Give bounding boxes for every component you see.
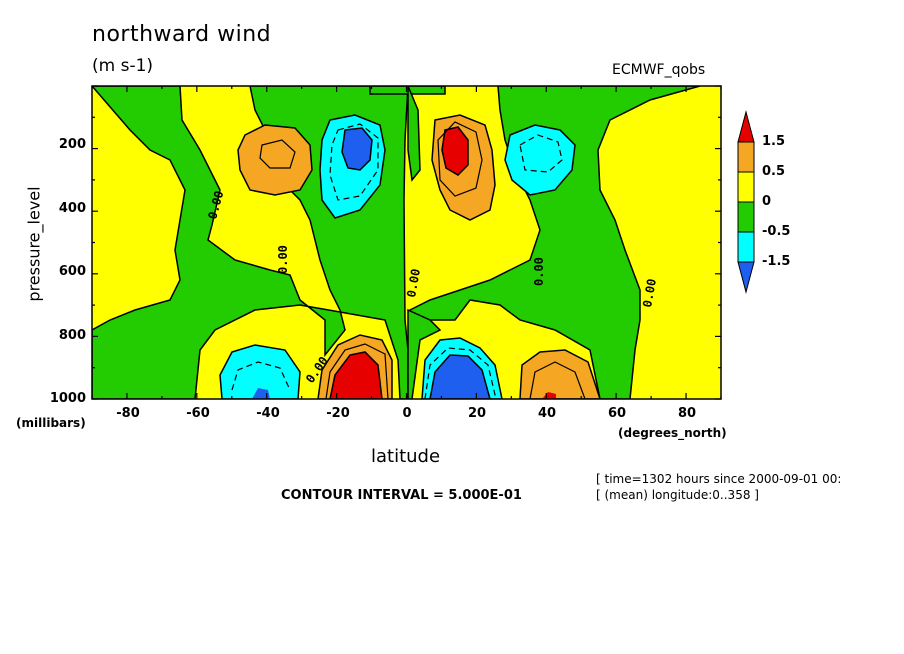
x-tick-label: 40 xyxy=(537,406,557,421)
contour-label: 0.00 xyxy=(404,268,423,299)
fill-region xyxy=(407,86,421,182)
x-tick-label: 20 xyxy=(467,406,487,421)
contour-label: 0.00 xyxy=(532,257,546,286)
x-axis-label: latitude xyxy=(371,446,441,467)
x-tick-label: 80 xyxy=(677,406,697,421)
fill-region xyxy=(542,392,556,399)
colorbar-swatch xyxy=(737,171,755,203)
contour-line xyxy=(519,134,563,173)
contour-line xyxy=(231,361,291,391)
x-tick-label: -60 xyxy=(186,406,210,421)
contour-interval: CONTOUR INTERVAL = 5.000E-01 xyxy=(281,488,522,503)
chart-units: (m s-1) xyxy=(92,56,154,76)
colorbar-label: 0 xyxy=(762,194,772,209)
x-tick-label: -80 xyxy=(116,406,140,421)
fill-region xyxy=(429,354,491,399)
y-tick-label: 800 xyxy=(58,328,86,343)
colorbar xyxy=(737,110,755,294)
y-tick-label: 600 xyxy=(58,264,86,279)
fill-region xyxy=(341,127,373,171)
colorbar-swatch xyxy=(737,201,755,233)
x-axis-units: (degrees_north) xyxy=(618,426,727,440)
colorbar-swatch xyxy=(737,261,755,294)
y-axis-units: (millibars) xyxy=(16,416,86,430)
colorbar-label: -0.5 xyxy=(762,224,791,239)
fill-region xyxy=(441,126,469,176)
contour-line xyxy=(329,123,379,201)
x-tick-label: -20 xyxy=(326,406,350,421)
contour-line xyxy=(437,121,483,197)
contour-line xyxy=(325,343,389,399)
axis-ticks xyxy=(91,85,722,400)
fill-region xyxy=(237,124,313,196)
fill-region xyxy=(252,388,270,399)
fill-region xyxy=(407,308,442,399)
colorbar-label: -1.5 xyxy=(762,254,791,269)
contour-line xyxy=(259,139,296,169)
contour-label: 0.00 xyxy=(640,278,659,309)
contour-line xyxy=(424,347,497,399)
x-tick-label: 0 xyxy=(402,406,412,421)
contour-label: 0.00 xyxy=(276,245,290,274)
fill-region xyxy=(409,86,701,399)
fill-region xyxy=(329,351,383,399)
x-tick-label: -40 xyxy=(256,406,280,421)
colorbar-swatch xyxy=(737,231,755,263)
y-tick-label: 200 xyxy=(58,137,86,152)
chart-title: northward wind xyxy=(92,22,272,47)
colorbar-swatch xyxy=(737,110,755,143)
colorbar-label: 1.5 xyxy=(762,134,786,149)
colorbar-swatch xyxy=(737,141,755,173)
time-info: [ time=1302 hours since 2000-09-01 00: xyxy=(596,472,842,486)
contour-fills xyxy=(92,86,721,399)
fill-region xyxy=(219,344,301,399)
dataset-label: ECMWF_qobs xyxy=(612,62,706,78)
x-tick-label: 60 xyxy=(607,406,627,421)
colorbar-label: 0.5 xyxy=(762,164,786,179)
contour-line xyxy=(529,361,586,399)
y-tick-label: 1000 xyxy=(49,391,86,406)
longitude-info: [ (mean) longitude:0..358 ] xyxy=(596,488,759,502)
y-tick-label: 400 xyxy=(58,201,86,216)
